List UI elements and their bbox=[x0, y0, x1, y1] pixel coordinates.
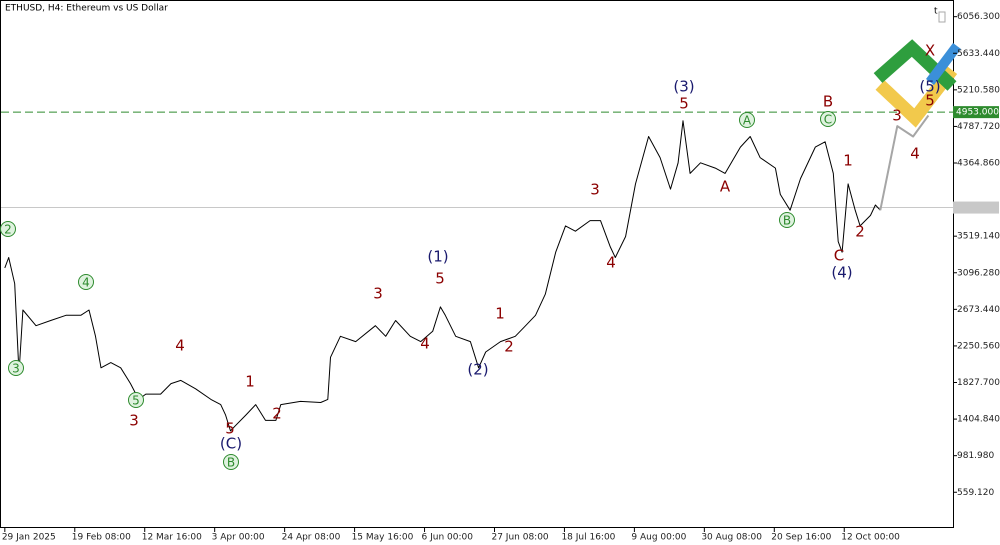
wave-label: C bbox=[834, 247, 844, 265]
y-tick-label: 1404.840 bbox=[957, 415, 1000, 425]
plot-frame bbox=[0, 0, 954, 528]
wave-label: (1) bbox=[427, 248, 448, 266]
x-tick-label: 6 Jun 00:00 bbox=[422, 533, 474, 543]
wave-label: (4) bbox=[831, 264, 852, 282]
logo bbox=[873, 39, 961, 128]
wave-label: B bbox=[783, 214, 791, 228]
wave-circle bbox=[78, 274, 94, 290]
wave-circle bbox=[8, 360, 24, 376]
icon[interactable] bbox=[938, 11, 946, 23]
wave-circle bbox=[739, 112, 755, 128]
logo-yellow bbox=[875, 66, 958, 128]
y-tick-label: 6056.300 bbox=[957, 12, 1000, 22]
x-tick-label: 19 Feb 08:00 bbox=[72, 533, 131, 543]
wave-label: 1 bbox=[495, 305, 505, 323]
y-tick-label: 981.980 bbox=[957, 451, 994, 461]
wave-label: 5 bbox=[225, 420, 235, 438]
y-tick-label: 5633.440 bbox=[957, 49, 1000, 59]
wave-label: 5 bbox=[132, 394, 140, 408]
wave-label: (3) bbox=[673, 78, 694, 96]
wave-label: 2 bbox=[4, 223, 12, 237]
chart-title: ETHUSD, H4: Ethereum vs US Dollar bbox=[5, 4, 168, 14]
wave-label: 5 bbox=[925, 92, 935, 110]
x-tick-label: 3 Apr 00:00 bbox=[212, 533, 265, 543]
wave-label: 3 bbox=[590, 181, 600, 199]
wave-circle bbox=[223, 454, 239, 470]
y-tick-label: 3096.280 bbox=[957, 268, 1000, 278]
x-tick-label: 24 Apr 08:00 bbox=[282, 533, 341, 543]
x-tick-label: 29 Jan 2025 bbox=[2, 533, 56, 543]
wave-label: 1 bbox=[245, 373, 255, 391]
wave-label: 4 bbox=[606, 254, 616, 272]
y-tick-label: 2673.440 bbox=[957, 305, 1000, 315]
wave-label: 4 bbox=[82, 276, 90, 290]
x-tick-label: 18 Jul 16:00 bbox=[561, 533, 615, 543]
x-tick-label: 9 Aug 00:00 bbox=[631, 533, 686, 543]
wave-label: 3 bbox=[12, 362, 20, 376]
wave-label: 4 bbox=[420, 335, 430, 353]
wave-label: 2 bbox=[855, 223, 865, 241]
level-label: 4953.000 bbox=[956, 108, 999, 118]
y-tick-label: 3519.140 bbox=[957, 232, 1000, 242]
wave-label: B bbox=[823, 93, 833, 111]
y-tick-label: 5210.580 bbox=[957, 85, 1000, 95]
x-tick-label: 30 Aug 08:00 bbox=[701, 533, 762, 543]
wave-label: 2 bbox=[272, 405, 282, 423]
logo-blue bbox=[926, 43, 961, 85]
wave-label: 4 bbox=[175, 337, 185, 355]
wave-label: 5 bbox=[435, 270, 445, 288]
wave-label: A bbox=[743, 114, 752, 128]
wave-circle bbox=[779, 212, 795, 228]
wave-label: 4 bbox=[910, 145, 920, 163]
wave-circle bbox=[0, 221, 16, 237]
wave-circle bbox=[128, 392, 144, 408]
price-line bbox=[879, 114, 930, 211]
y-tick-label: 1827.700 bbox=[957, 378, 1000, 388]
x-tick-label: 12 Oct 00:00 bbox=[841, 533, 900, 543]
wave-label: (2) bbox=[467, 361, 488, 379]
wave-label: 1 bbox=[843, 152, 853, 170]
wave-label: A bbox=[720, 178, 731, 196]
icon[interactable]: t bbox=[934, 7, 938, 17]
x-tick-label: 20 Sep 16:00 bbox=[771, 533, 831, 543]
x-tick-label: 27 Jun 08:00 bbox=[491, 533, 548, 543]
y-tick-label: 4364.860 bbox=[957, 159, 1000, 169]
wave-label: 2 bbox=[504, 338, 514, 356]
y-tick-label: 2250.560 bbox=[957, 341, 1000, 351]
wave-label: 3 bbox=[129, 412, 139, 430]
wave-label: B bbox=[227, 456, 235, 470]
level-label-box bbox=[953, 106, 999, 119]
wave-circle bbox=[820, 111, 836, 127]
y-tick-label: 559.120 bbox=[957, 488, 994, 498]
wave-label: C bbox=[824, 113, 832, 127]
wave-label: 3 bbox=[892, 107, 902, 125]
x-tick-label: 15 May 16:00 bbox=[352, 533, 414, 543]
y-tick-label: 4787.720 bbox=[957, 122, 1000, 132]
wave-label: 5 bbox=[679, 95, 689, 113]
wave-label: (5) bbox=[919, 78, 940, 96]
wave-label: X bbox=[925, 42, 935, 60]
x-tick-label: 12 Mar 16:00 bbox=[142, 533, 202, 543]
current-price-box bbox=[953, 201, 999, 214]
wave-label: 3 bbox=[373, 285, 383, 303]
wave-label: (C) bbox=[220, 435, 242, 453]
